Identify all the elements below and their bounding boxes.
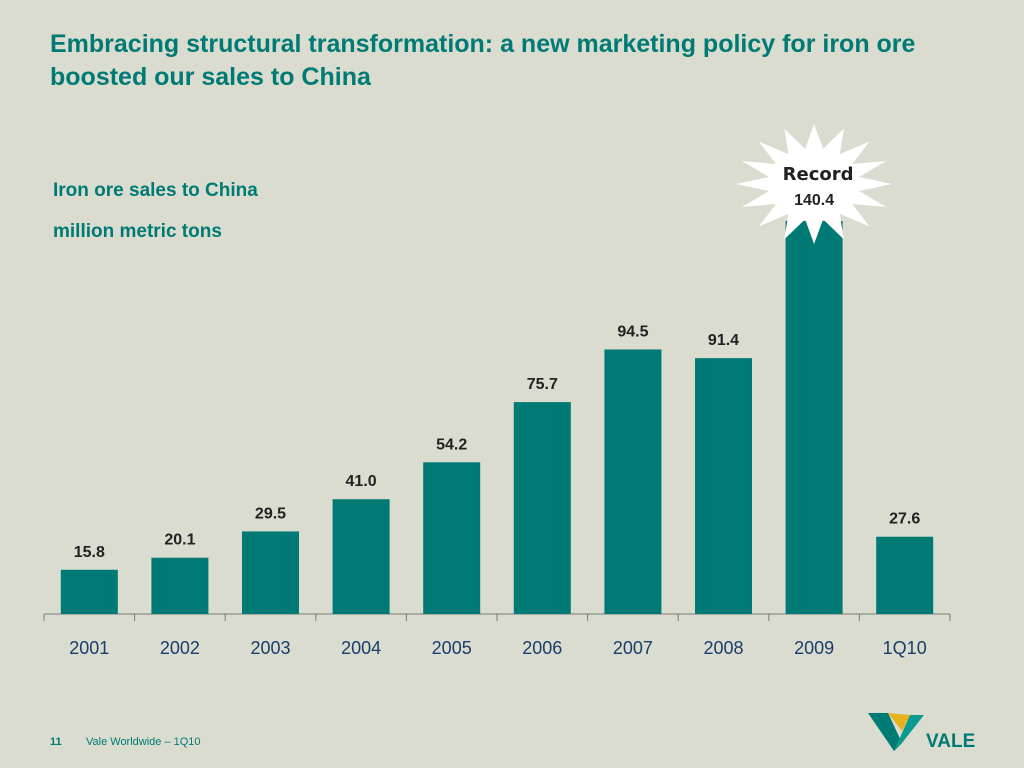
bar-2008 bbox=[695, 358, 752, 614]
bar-2009 bbox=[785, 221, 843, 614]
slide-title: Embracing structural transformation: a n… bbox=[50, 30, 916, 91]
value-label-2001: 15.8 bbox=[74, 544, 105, 561]
value-label-2005: 54.2 bbox=[436, 436, 467, 453]
bar-2007 bbox=[604, 349, 662, 614]
x-tick-label-2007: 2007 bbox=[613, 638, 653, 658]
x-tick-label-2006: 2006 bbox=[522, 638, 562, 658]
value-label-2009: 140.4 bbox=[794, 192, 834, 209]
value-label-2002: 20.1 bbox=[164, 532, 195, 549]
chart-unit-label: million metric tons bbox=[53, 221, 222, 242]
page-number: 11 bbox=[50, 736, 62, 748]
x-tick-label-2004: 2004 bbox=[341, 638, 381, 658]
value-label-2008: 91.4 bbox=[708, 332, 739, 349]
bar-2001 bbox=[60, 569, 118, 614]
bar-2003 bbox=[242, 531, 299, 614]
value-label-2004: 41.0 bbox=[346, 473, 377, 490]
vale-logo: VALE bbox=[868, 713, 975, 752]
x-tick-label-2002: 2002 bbox=[160, 638, 200, 658]
value-label-2007: 94.5 bbox=[617, 323, 648, 340]
x-tick-label-2001: 2001 bbox=[69, 638, 109, 658]
x-tick-label-2008: 2008 bbox=[703, 638, 743, 658]
x-tick-label-2009: 2009 bbox=[794, 638, 834, 658]
bar-1Q10 bbox=[876, 536, 934, 614]
bar-2006 bbox=[513, 402, 571, 614]
record-label: Record bbox=[783, 164, 854, 185]
x-tick-label-1Q10: 1Q10 bbox=[883, 638, 927, 658]
x-tick-label-2003: 2003 bbox=[250, 638, 290, 658]
x-tick-label-2005: 2005 bbox=[432, 638, 472, 658]
value-label-2003: 29.5 bbox=[255, 505, 286, 522]
bar-2002 bbox=[151, 557, 209, 614]
logo-text: VALE bbox=[926, 731, 975, 752]
value-label-1Q10: 27.6 bbox=[889, 511, 920, 528]
value-label-2006: 75.7 bbox=[527, 376, 558, 393]
footer-text: Vale Worldwide – 1Q10 bbox=[86, 736, 201, 748]
bar-2004 bbox=[332, 499, 390, 614]
chart-subtitle: Iron ore sales to China bbox=[53, 180, 258, 201]
bar-2005 bbox=[423, 462, 481, 614]
bar-chart: 15.8 2001 20.1 2002 29.5 2003 41.0 2004 54.2 2005… bbox=[43, 124, 951, 658]
record-starburst bbox=[736, 124, 893, 244]
